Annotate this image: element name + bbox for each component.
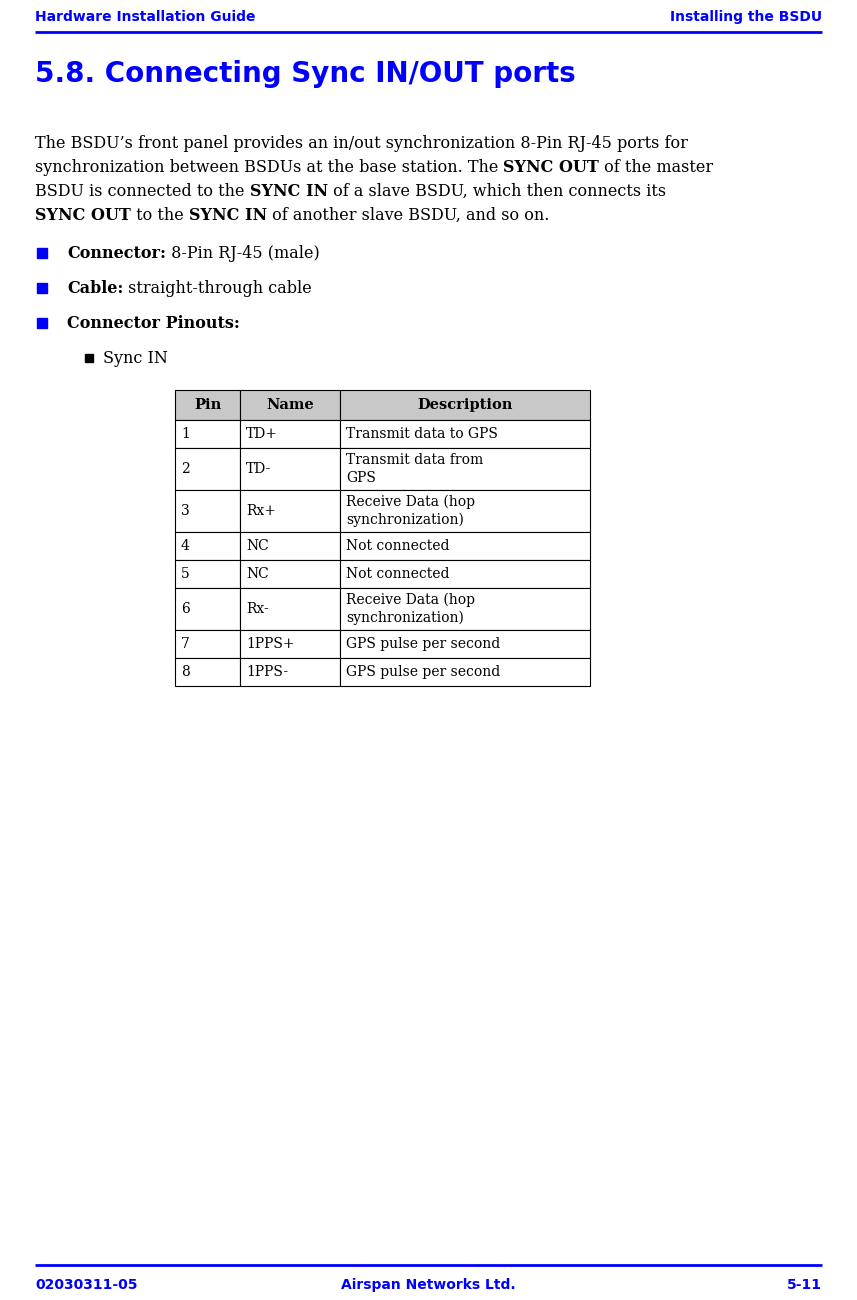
Text: Rx+: Rx+ [246,504,276,517]
Bar [37,283,47,292]
Text: Receive Data (hop
synchronization): Receive Data (hop synchronization) [346,494,475,528]
Text: Pin: Pin [194,398,221,412]
Text: 5: 5 [181,567,189,581]
Bar [240,532,340,560]
Text: Cable:: Cable: [67,280,123,296]
Text: of a slave BSDU, which then connects its: of a slave BSDU, which then connects its [327,183,666,200]
Text: 02030311-05: 02030311-05 [35,1278,137,1292]
Text: SYNC OUT: SYNC OUT [504,159,599,176]
Text: Connector:: Connector: [67,244,166,263]
Bar [175,658,240,686]
Text: of the master: of the master [599,159,713,176]
Bar [85,354,93,361]
Text: Description: Description [417,398,512,412]
Bar [240,630,340,658]
Bar [175,390,240,420]
Text: NC: NC [246,567,269,581]
Text: 6: 6 [181,602,189,616]
Bar [175,588,240,630]
Text: 1PPS-: 1PPS- [246,666,288,679]
Text: Sync IN: Sync IN [103,350,168,367]
Text: 1: 1 [181,426,190,441]
Text: Rx-: Rx- [246,602,269,616]
Text: GPS pulse per second: GPS pulse per second [346,666,500,679]
Bar [175,490,240,532]
Text: Name: Name [267,398,314,412]
Bar [340,532,590,560]
Text: 8-Pin RJ-45 (male): 8-Pin RJ-45 (male) [166,244,320,263]
Bar [240,658,340,686]
Text: of another slave BSDU, and so on.: of another slave BSDU, and so on. [267,207,549,224]
Text: to the: to the [131,207,189,224]
Bar [340,448,590,490]
Bar [240,588,340,630]
Bar [340,490,590,532]
Text: Not connected: Not connected [346,540,450,552]
Bar [340,630,590,658]
Text: 1PPS+: 1PPS+ [246,637,295,651]
Text: SYNC OUT: SYNC OUT [35,207,131,224]
Text: Transmit data from
GPS: Transmit data from GPS [346,454,483,485]
Bar [340,390,590,420]
Text: The BSDU’s front panel provides an in/out synchronization 8-Pin RJ-45 ports for: The BSDU’s front panel provides an in/ou… [35,135,688,152]
Bar [175,420,240,448]
Bar [240,390,340,420]
Text: Installing the BSDU: Installing the BSDU [670,10,822,23]
Text: 5.8. Connecting Sync IN/OUT ports: 5.8. Connecting Sync IN/OUT ports [35,60,576,88]
Bar [175,532,240,560]
Text: TD-: TD- [246,462,272,476]
Bar [240,448,340,490]
Text: BSDU is connected to the: BSDU is connected to the [35,183,249,200]
Bar [340,560,590,588]
Text: Not connected: Not connected [346,567,450,581]
Text: synchronization between BSDUs at the base station. The: synchronization between BSDUs at the bas… [35,159,504,176]
Bar [175,448,240,490]
Text: Hardware Installation Guide: Hardware Installation Guide [35,10,255,23]
Bar [240,490,340,532]
Text: 7: 7 [181,637,190,651]
Text: 4: 4 [181,540,190,552]
Text: NC: NC [246,540,269,552]
Bar [240,420,340,448]
Text: Connector Pinouts:: Connector Pinouts: [67,315,240,332]
Bar [240,560,340,588]
Text: straight-through cable: straight-through cable [123,280,312,296]
Text: Receive Data (hop
synchronization): Receive Data (hop synchronization) [346,593,475,625]
Text: GPS pulse per second: GPS pulse per second [346,637,500,651]
Bar [340,588,590,630]
Bar [37,318,47,328]
Text: SYNC IN: SYNC IN [249,183,327,200]
Text: 2: 2 [181,462,189,476]
Bar [175,560,240,588]
Text: 5-11: 5-11 [787,1278,822,1292]
Bar [37,248,47,257]
Text: Airspan Networks Ltd.: Airspan Networks Ltd. [341,1278,516,1292]
Text: Transmit data to GPS: Transmit data to GPS [346,426,498,441]
Text: TD+: TD+ [246,426,278,441]
Bar [340,658,590,686]
Bar [340,420,590,448]
Text: 3: 3 [181,504,189,517]
Text: SYNC IN: SYNC IN [189,207,267,224]
Bar [175,630,240,658]
Text: 8: 8 [181,666,189,679]
